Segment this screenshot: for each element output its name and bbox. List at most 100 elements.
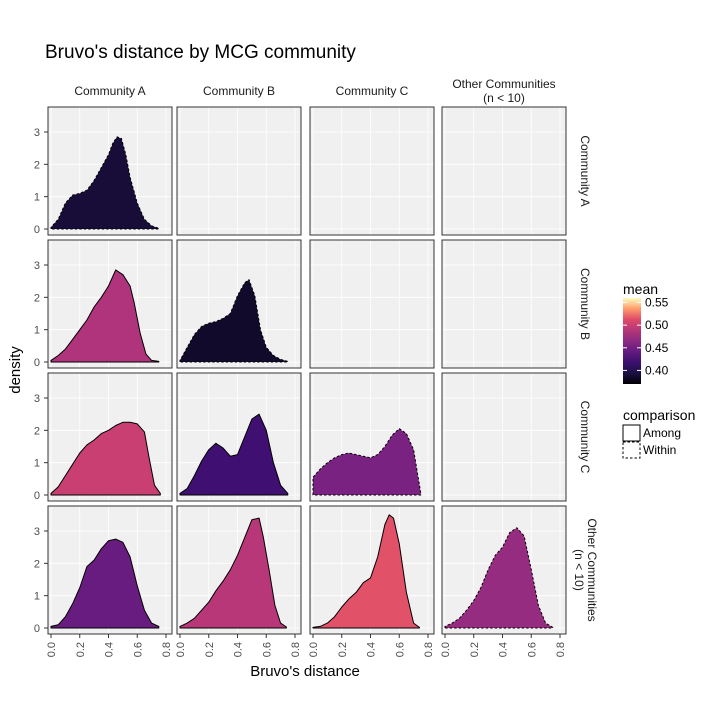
density-area-r1-c1 [179,279,289,363]
y-tick-label: 0 [34,623,40,635]
legend-comparison-keys: Among Within [622,424,681,459]
facet-panel-r0-c3 [441,106,567,236]
strips-layer: Community A Community B Community C Other C… [74,77,599,622]
panel-border [47,106,173,236]
facet-panel-r0-c1 [176,106,302,236]
y-tick-label: 0 [34,490,40,502]
y-tick-label: 2 [34,292,40,304]
comparison-key-label: Within [643,443,676,457]
y-tick-label: 0 [34,224,40,236]
x-tick-label: 0.8 [290,642,302,657]
facet-panel-r0-c2 [309,106,435,236]
panel-border [309,239,435,369]
panel-border [47,239,173,369]
x-tick-label: 0.4 [498,642,510,657]
x-tick-label: 0.2 [469,642,481,657]
panel-border [441,505,567,635]
x-tick-label: 0.6 [526,642,538,657]
column-strip-label: Other Communities (n < 10) [452,77,555,105]
y-tick-label: 1 [34,192,40,204]
density-area-r3-c2 [312,514,420,629]
y-tick-label: 3 [34,260,40,272]
column-strip-label: Community C [336,84,409,98]
row-strip-label: Other Communities(n < 10) [572,518,599,621]
x-tick-label: 0.2 [75,642,87,657]
x-tick-label: 0.6 [394,642,406,657]
panel-background [442,240,566,368]
row-strip-label: Community A [578,135,592,206]
panel-border [441,106,567,236]
x-tick-label: 0.6 [261,642,273,657]
panel-background [310,240,434,368]
x-tick-label: 0.0 [308,642,320,657]
x-tick-label: 0.2 [204,642,216,657]
comparison-key-dashed [622,441,641,459]
x-tick-label: 0.8 [161,642,173,657]
density-area-r2-c0 [50,421,161,496]
panel-border [309,372,435,502]
density-area-r3-c3 [444,527,554,629]
panel-background [310,107,434,235]
density-area-r0-c0 [50,136,160,230]
panel-border [441,239,567,369]
colorbar-label: 0.50 [645,318,669,332]
colorbar-label: 0.40 [645,363,669,377]
chart-title: Bruvo's distance by MCG community [45,42,356,63]
density-area-r2-c2 [312,428,422,496]
y-tick-label: 3 [34,393,40,405]
y-tick-label: 1 [34,458,40,470]
row-strip-label: Community C [578,401,592,474]
x-tick-label: 0.8 [555,642,567,657]
density-area-r3-c0 [50,538,160,629]
density-area-r2-c1 [179,413,289,496]
y-tick-label: 2 [34,159,40,171]
x-tick-label: 0.0 [46,642,58,657]
legend-comparison-title: comparison [623,407,695,423]
colorbar-label: 0.45 [645,341,669,355]
colorbar-label: 0.55 [645,296,669,310]
y-tick-label: 2 [34,558,40,570]
y-tick-label: 0 [34,357,40,369]
x-tick-label: 0.0 [440,642,452,657]
x-tick-label: 0.0 [175,642,187,657]
panel-border [309,106,435,236]
y-tick-label: 2 [34,425,40,437]
x-tick-label: 0.4 [233,642,245,657]
density-area-r1-c0 [50,269,160,363]
x-tick-label: 0.4 [366,642,378,657]
y-tick-label: 1 [34,325,40,337]
x-axis-title: Bruvo's distance [250,663,360,680]
x-tick-label: 0.6 [132,642,144,657]
facet-panel-r1-c3 [441,239,567,369]
y-tick-label: 1 [34,591,40,603]
row-strip-label: Community B [578,268,592,340]
x-tick-label: 0.2 [337,642,349,657]
y-tick-label: 3 [34,127,40,139]
x-tick-label: 0.4 [104,642,116,657]
panel-background [442,107,566,235]
facet-panel-r2-c3 [441,372,567,502]
panel-border [441,372,567,502]
panel-border [176,239,302,369]
comparison-key-solid [622,424,641,442]
panel-border [309,505,435,635]
legend-colorbar [623,298,641,384]
panel-border [47,372,173,502]
panel-background [442,373,566,501]
panel-border [176,372,302,502]
legend-mean-title: mean [623,281,658,297]
legend-mean-ticks: 0.40 0.45 0.50 0.55 [623,296,669,377]
column-strip-label: Community B [203,84,275,98]
y-tick-label: 3 [34,526,40,538]
panel-border [176,106,302,236]
y-axis-title: density [7,346,24,394]
panels-layer [47,106,567,635]
panel-background [177,107,301,235]
facet-panel-r1-c2 [309,239,435,369]
density-area-r3-c1 [179,517,287,629]
panel-border [47,505,173,635]
panel-border [176,505,302,635]
comparison-key-label: Among [643,426,681,440]
